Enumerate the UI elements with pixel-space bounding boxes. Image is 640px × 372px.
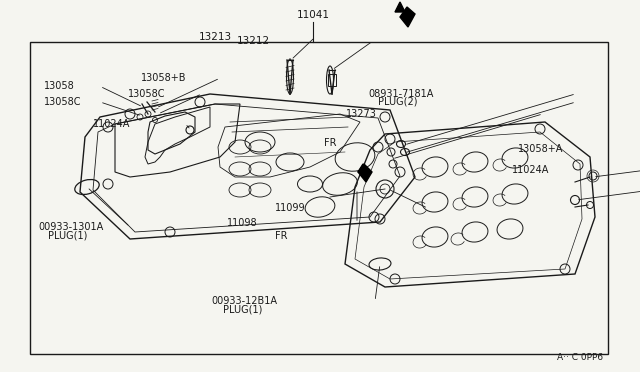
Text: 13273: 13273 <box>346 109 376 119</box>
Polygon shape <box>358 164 372 182</box>
Text: 13058C: 13058C <box>128 89 166 99</box>
Text: 13058+B: 13058+B <box>141 73 186 83</box>
Text: 13213: 13213 <box>198 32 232 42</box>
Text: 11041: 11041 <box>297 10 330 20</box>
Bar <box>30 42 608 354</box>
Text: 13058+A: 13058+A <box>518 144 564 154</box>
Text: 00933-1301A: 00933-1301A <box>38 222 104 232</box>
Text: FR: FR <box>324 138 337 148</box>
Bar <box>328 74 336 86</box>
Text: 13058: 13058 <box>44 81 74 91</box>
Text: 08931-7181A: 08931-7181A <box>368 89 433 99</box>
Polygon shape <box>395 2 405 12</box>
Text: A·· C 0PP6: A·· C 0PP6 <box>557 353 603 362</box>
Text: PLUG(1): PLUG(1) <box>48 230 88 240</box>
Text: PLUG(2): PLUG(2) <box>378 97 417 107</box>
Polygon shape <box>400 7 415 27</box>
Text: 00933-12B1A: 00933-12B1A <box>211 296 277 306</box>
Text: 13212: 13212 <box>237 36 270 46</box>
Text: 11098: 11098 <box>227 218 258 228</box>
Polygon shape <box>358 164 368 172</box>
Text: PLUG(1): PLUG(1) <box>223 305 262 314</box>
Text: 11024A: 11024A <box>512 166 549 175</box>
Text: 11099: 11099 <box>275 203 306 213</box>
Text: FR: FR <box>275 231 288 241</box>
Text: 13058C: 13058C <box>44 97 81 107</box>
Text: 11024A: 11024A <box>93 119 130 128</box>
